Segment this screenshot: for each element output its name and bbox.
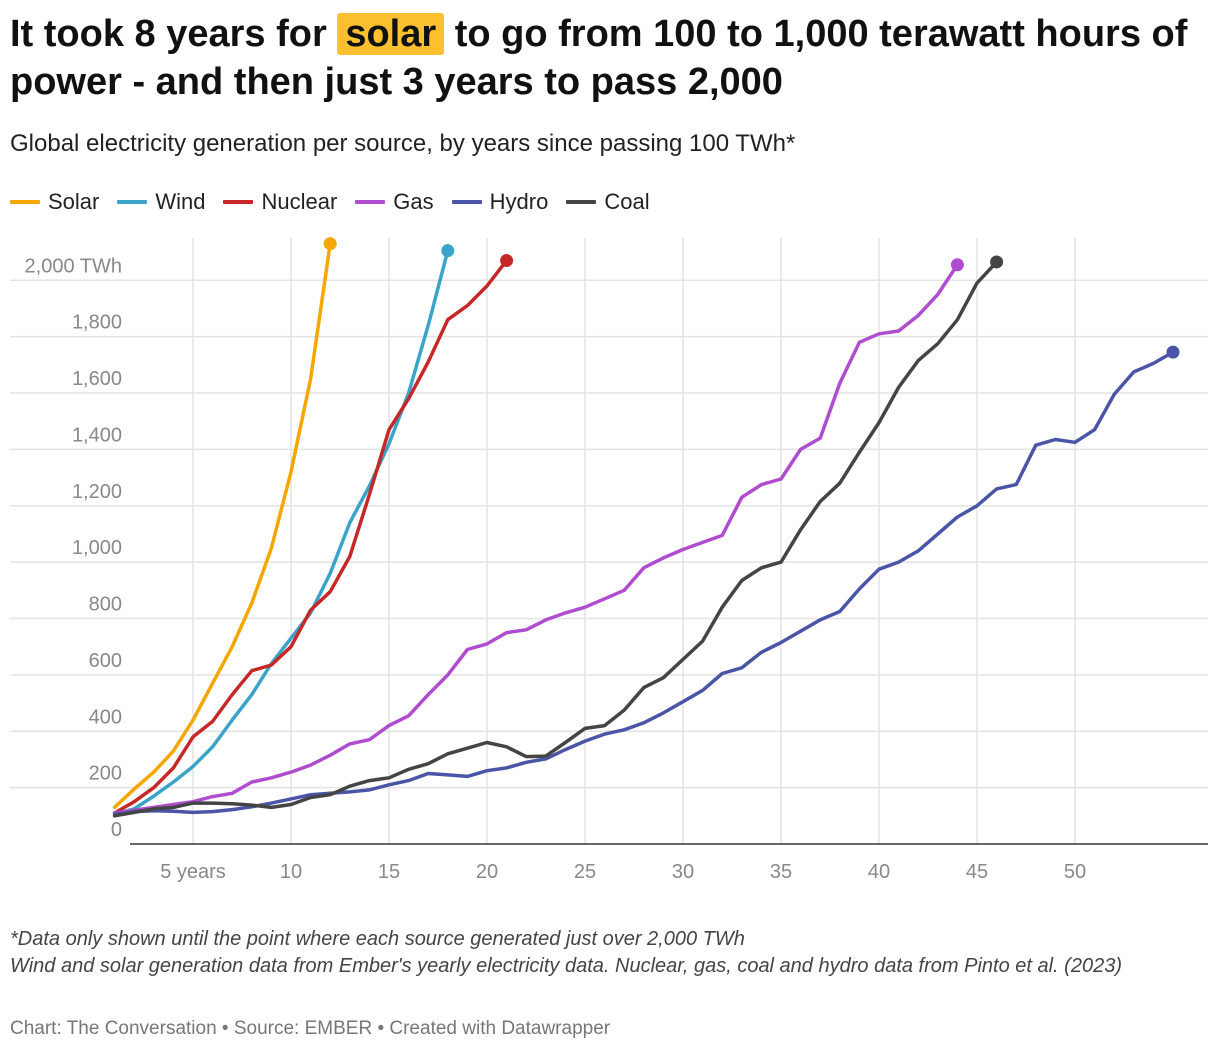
legend-swatch xyxy=(10,200,40,204)
x-tick-label: 30 xyxy=(672,861,694,883)
x-tick-label: 45 xyxy=(966,861,988,883)
y-tick-label: 1,800 xyxy=(72,312,122,334)
solar-end-marker xyxy=(323,237,337,251)
legend-label: Solar xyxy=(48,189,100,214)
legend-swatch xyxy=(355,200,386,204)
chart-title: It took 8 years for solar to go from 100… xyxy=(10,10,1210,106)
x-tick-label: 35 xyxy=(770,861,792,883)
legend-swatch xyxy=(566,200,597,204)
solar-series-line xyxy=(112,241,332,810)
gas-end-marker xyxy=(950,258,964,272)
y-tick-label: 1,200 xyxy=(72,481,122,503)
title-before: It took 8 years for xyxy=(10,13,327,55)
legend-item-wind: Wind xyxy=(117,189,205,215)
coal-end-marker xyxy=(990,255,1004,269)
chart-notes: *Data only shown until the point where e… xyxy=(10,926,1210,980)
gas-series-line xyxy=(112,263,960,815)
legend-label: Hydro xyxy=(489,189,549,214)
legend-swatch xyxy=(451,200,482,204)
footnote: *Data only shown until the point where e… xyxy=(10,928,745,950)
x-tick-label: 50 xyxy=(1064,861,1086,883)
y-tick-label: 1,400 xyxy=(72,424,122,446)
source-note: Wind and solar generation data from Embe… xyxy=(10,955,1122,977)
legend-label: Gas xyxy=(393,189,434,214)
y-tick-label: 1,000 xyxy=(72,537,122,559)
legend-item-gas: Gas xyxy=(355,189,434,215)
legend-item-hydro: Hydro xyxy=(451,189,549,215)
chart-credit: Chart: The Conversation • Source: EMBER … xyxy=(10,1018,611,1039)
line-chart: 5 years 10 15 20 25 30 35 40 45 50 0 200 400 600 800 1,… xyxy=(10,237,1208,883)
wind-series-line xyxy=(112,248,450,817)
hydro-series-line xyxy=(112,350,1175,817)
hydro-end-marker xyxy=(1166,345,1180,359)
legend-item-nuclear: Nuclear xyxy=(223,189,337,215)
legend-label: Coal xyxy=(604,189,650,214)
chart-subtitle: Global electricity generation per source… xyxy=(10,130,796,157)
legend-swatch xyxy=(117,200,148,204)
y-tick-label: 600 xyxy=(89,650,122,672)
coal-series-line xyxy=(112,260,999,818)
x-tick-label: 5 years xyxy=(160,861,226,883)
y-tick-label: 800 xyxy=(89,594,122,616)
legend: Solar Wind Nuclear Gas Hydro Coal xyxy=(10,189,668,215)
wind-end-marker xyxy=(441,244,455,258)
legend-label: Nuclear xyxy=(261,189,338,214)
nuclear-series-line xyxy=(112,258,509,815)
x-tick-label: 20 xyxy=(476,861,498,883)
y-tick-label: 0 xyxy=(111,819,122,841)
y-tick-label: 2,000 TWh xyxy=(25,255,122,277)
x-tick-label: 10 xyxy=(280,861,302,883)
title-after: to go from 100 to 1,000 terawatt hours o… xyxy=(10,13,1188,103)
x-tick-label: 25 xyxy=(574,861,596,883)
title-highlight: solar xyxy=(337,13,445,55)
legend-swatch xyxy=(223,200,254,204)
legend-label: Wind xyxy=(155,189,206,214)
x-tick-label: 40 xyxy=(868,861,890,883)
y-tick-label: 400 xyxy=(89,706,122,728)
nuclear-end-marker xyxy=(500,254,514,268)
y-tick-label: 200 xyxy=(89,763,122,785)
legend-item-solar: Solar xyxy=(10,189,99,215)
legend-item-coal: Coal xyxy=(566,189,650,215)
y-tick-label: 1,600 xyxy=(72,368,122,390)
x-tick-label: 15 xyxy=(378,861,400,883)
